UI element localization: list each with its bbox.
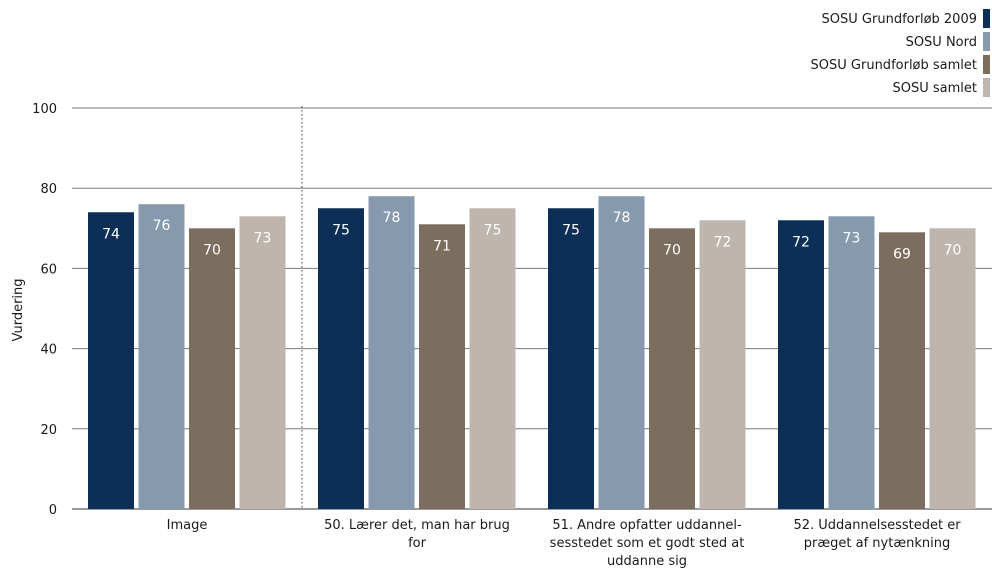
bar	[189, 228, 235, 510]
bar-value-label: 78	[383, 210, 401, 226]
bar-value-label: 75	[484, 222, 502, 238]
bar-value-label: 73	[254, 230, 272, 246]
category-label: 50. Lærer det, man har brug	[324, 518, 510, 533]
y-tick-label: 40	[40, 343, 57, 358]
category-label: Image	[167, 518, 208, 533]
bar	[879, 232, 925, 509]
bar	[649, 228, 695, 510]
bar-value-label: 78	[613, 210, 631, 226]
bar	[828, 216, 875, 509]
bar	[598, 196, 645, 509]
category-label: præget af nytænkning	[804, 536, 950, 551]
y-axis-title: Vurdering	[11, 278, 26, 341]
bar-value-label: 72	[792, 234, 810, 250]
legend: SOSU Grundforløb 2009 SOSU Nord SOSU Grund…	[811, 9, 990, 97]
category-label: for	[408, 536, 427, 551]
bar-value-label: 70	[944, 242, 962, 258]
bar	[88, 212, 134, 509]
bar-value-label: 76	[153, 218, 171, 234]
category-labels: Image 50. Lærer det, man har brug for 51. A…	[167, 518, 962, 569]
bar	[138, 204, 185, 510]
bar	[318, 208, 364, 509]
bar-value-label: 73	[843, 230, 861, 246]
legend-swatch	[983, 55, 990, 74]
category-label: uddanne sig	[607, 554, 687, 569]
bar	[548, 208, 594, 509]
bar	[699, 220, 746, 509]
bar	[368, 196, 415, 509]
bar-value-label: 75	[332, 222, 350, 238]
category-label: 52. Uddannelsesstedet er	[793, 518, 961, 533]
bar-value-label: 70	[203, 242, 221, 258]
legend-label: SOSU Grundforløb 2009	[822, 12, 977, 27]
category-label: 51. Andre opfatter uddannel-	[552, 518, 742, 533]
legend-swatch	[983, 78, 990, 97]
legend-label: SOSU samlet	[893, 81, 978, 96]
legend-label: SOSU Grundforløb samlet	[811, 58, 977, 73]
bar-value-label: 74	[102, 226, 120, 242]
y-tick-label: 0	[49, 503, 57, 518]
bar	[469, 208, 516, 509]
bar-value-label: 69	[893, 246, 911, 262]
bar	[239, 216, 286, 509]
legend-swatch	[983, 9, 990, 28]
category-label: sesstedet som et godt sted at	[550, 536, 745, 551]
bar	[419, 224, 465, 510]
legend-swatch	[983, 32, 990, 51]
bar	[778, 220, 824, 509]
legend-label: SOSU Nord	[906, 35, 977, 50]
bars: 74 76 70 73 75 78 71 75 75 78 70 72 72 73 69 70	[88, 196, 976, 510]
y-axis-ticks: 0 20 40 60 80 100	[32, 102, 57, 518]
y-tick-label: 20	[40, 423, 57, 438]
y-tick-label: 100	[32, 102, 57, 117]
bar-value-label: 71	[433, 238, 451, 254]
bar	[929, 228, 976, 510]
bar-value-label: 70	[663, 242, 681, 258]
y-tick-label: 80	[40, 182, 57, 197]
bar-value-label: 75	[562, 222, 580, 238]
bar-value-label: 72	[714, 234, 732, 250]
y-tick-label: 60	[40, 262, 57, 277]
